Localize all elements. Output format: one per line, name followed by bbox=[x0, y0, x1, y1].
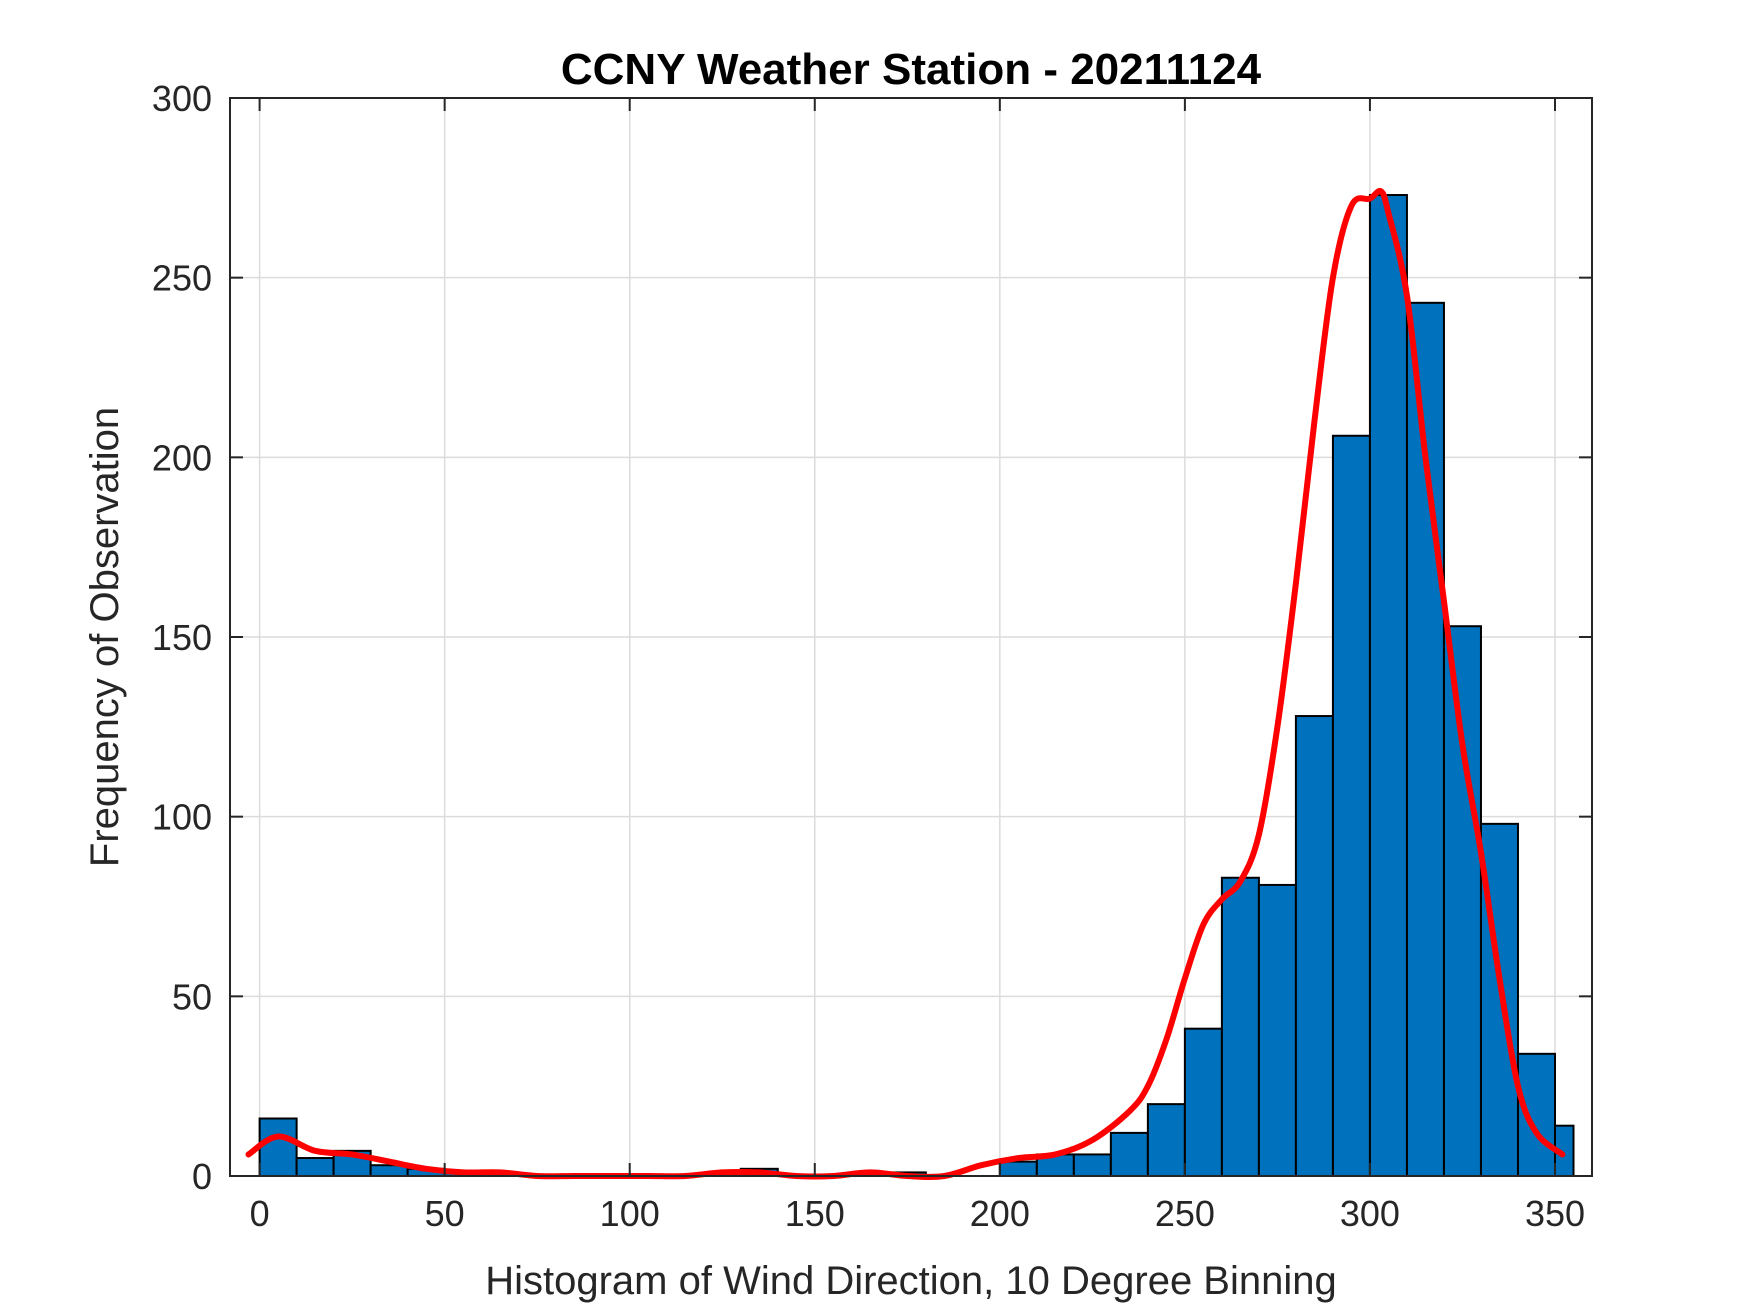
histogram-bar bbox=[1257, 883, 1297, 1177]
x-tick-label: 200 bbox=[970, 1193, 1030, 1234]
y-tick-label: 150 bbox=[152, 617, 212, 658]
histogram-bar bbox=[258, 1117, 298, 1178]
x-tick-label: 0 bbox=[250, 1193, 270, 1234]
y-axis-label: Frequency of Observation bbox=[83, 407, 127, 867]
histogram-bar bbox=[1368, 194, 1408, 1177]
x-tick-label: 50 bbox=[425, 1193, 465, 1234]
histogram-bar bbox=[1072, 1153, 1112, 1177]
histogram-bar bbox=[1183, 1027, 1223, 1177]
y-tick-label: 200 bbox=[152, 437, 212, 478]
histogram-bar bbox=[1220, 876, 1260, 1178]
y-tick-labels: 0 50 100 150 200 250 300 bbox=[152, 78, 212, 1197]
x-tick-label: 150 bbox=[785, 1193, 845, 1234]
y-tick-label: 300 bbox=[152, 78, 212, 119]
y-tick-label: 0 bbox=[192, 1156, 212, 1197]
histogram-bar bbox=[1442, 625, 1482, 1177]
histogram-bar bbox=[1331, 434, 1371, 1178]
histogram-bar bbox=[1294, 715, 1334, 1177]
histogram-bar bbox=[295, 1157, 335, 1177]
y-tick-label: 100 bbox=[152, 797, 212, 838]
x-tick-label: 300 bbox=[1340, 1193, 1400, 1234]
y-tick-label: 250 bbox=[152, 258, 212, 299]
x-tick-label: 350 bbox=[1525, 1193, 1585, 1234]
axis-ticks bbox=[230, 97, 1592, 1177]
histogram-bar bbox=[1146, 1103, 1186, 1177]
chart-title: CCNY Weather Station - 20211124 bbox=[561, 45, 1262, 94]
histogram-bar bbox=[1109, 1131, 1149, 1178]
x-tick-label: 100 bbox=[600, 1193, 660, 1234]
x-tick-label: 250 bbox=[1155, 1193, 1215, 1234]
x-axis-label: Histogram of Wind Direction, 10 Degree B… bbox=[485, 1259, 1337, 1303]
x-tick-labels: 0 50 100 150 200 250 300 350 bbox=[250, 1193, 1585, 1234]
y-tick-label: 50 bbox=[172, 976, 212, 1017]
histogram-bar bbox=[998, 1160, 1038, 1178]
